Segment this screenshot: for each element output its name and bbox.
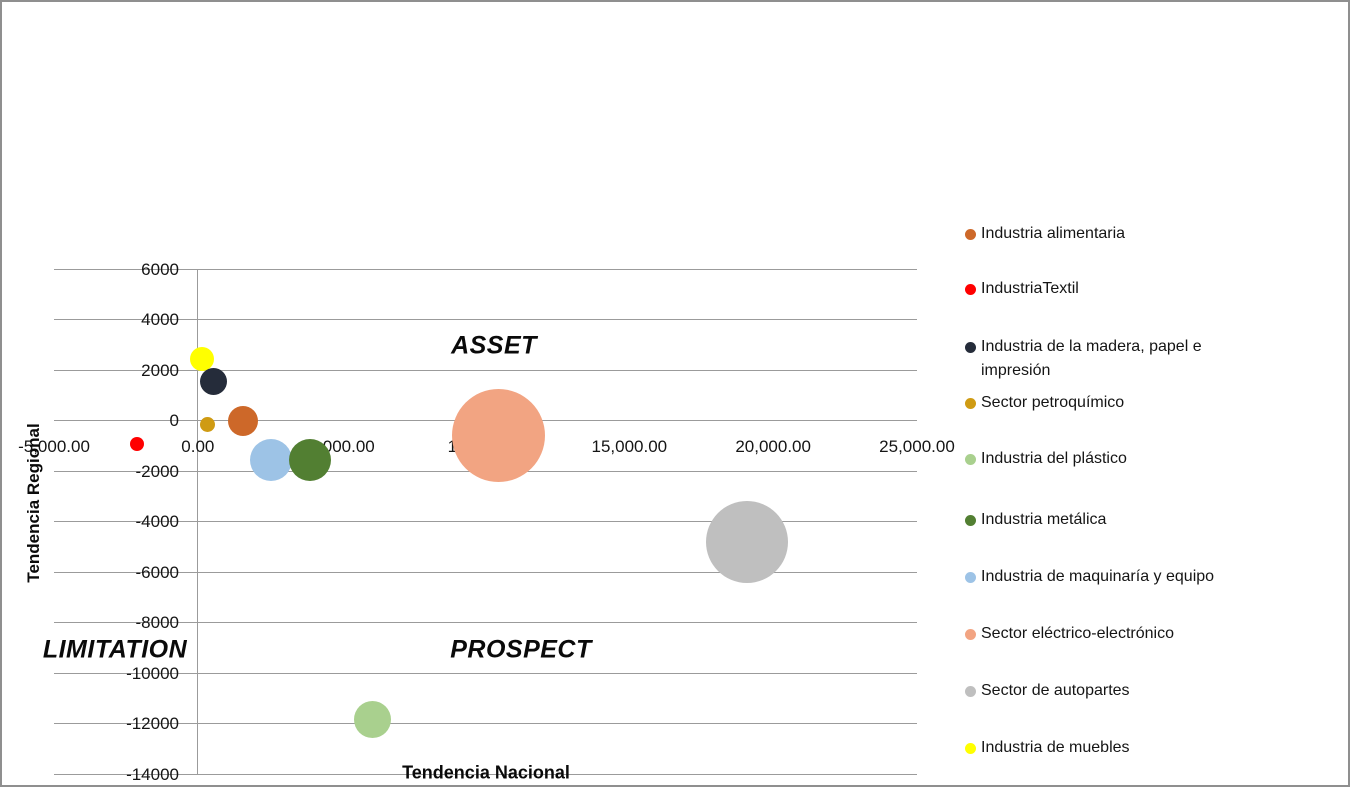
bubble-industriatextil bbox=[130, 436, 145, 451]
legend-dot-icon bbox=[965, 686, 976, 697]
x-axis-tick-label: -5,000.00 bbox=[18, 437, 90, 456]
y-axis-tick-label: -6000 bbox=[135, 562, 179, 582]
legend-dot-icon bbox=[965, 572, 976, 583]
legend-label: Sector eléctrico-electrónico bbox=[981, 625, 1174, 642]
gridline-y--4000 bbox=[54, 521, 917, 522]
legend-label: IndustriaTextil bbox=[981, 280, 1079, 297]
bubble-industria-metalica bbox=[289, 438, 332, 481]
quadrant-label-limitation: LIMITATION bbox=[42, 635, 188, 664]
quadrant-label-asset: ASSET bbox=[451, 331, 537, 360]
gridline-y-4000 bbox=[54, 319, 917, 320]
legend-label: Sector petroquímico bbox=[981, 394, 1125, 411]
x-axis-tick-label: 15,000.00 bbox=[591, 437, 668, 456]
legend-item-industria-metalica: Industria metálica bbox=[965, 508, 1280, 532]
gridline-y--8000 bbox=[54, 622, 917, 623]
bubble-industria-de-muebles bbox=[190, 346, 215, 371]
y-axis-tick-label: 4000 bbox=[141, 310, 179, 329]
legend-dot-icon bbox=[965, 629, 976, 640]
legend-item-sector-electrico-electronico: Sector eléctrico-electrónico bbox=[965, 622, 1280, 646]
legend-label: Industria de la madera, papel e impresió… bbox=[981, 338, 1202, 379]
legend-item-industria-del-plastico: Industria del plástico bbox=[965, 447, 1280, 471]
gridline-y--14000 bbox=[54, 773, 917, 775]
y-axis-tick-label: 2000 bbox=[141, 360, 179, 380]
gridline-y--6000 bbox=[54, 571, 917, 573]
gridline-y-6000 bbox=[54, 268, 917, 270]
y-axis-tick-label: -14000 bbox=[126, 764, 179, 784]
legend-label: Sector de autopartes bbox=[981, 682, 1130, 699]
y-axis-tick-label: 0 bbox=[169, 411, 179, 430]
legend-item-industriatextil: IndustriaTextil bbox=[965, 277, 1280, 301]
legend-dot-icon bbox=[965, 342, 976, 353]
legend-dot-icon bbox=[965, 229, 976, 240]
x-axis-title: Tendencia Nacional bbox=[402, 762, 570, 783]
legend-item-industria-de-la-madera-papel-e-impresion: Industria de la madera, papel e impresió… bbox=[965, 335, 1280, 383]
gridline-y-2000 bbox=[54, 369, 917, 371]
x-axis-tick-label: 25,000.00 bbox=[879, 437, 955, 456]
quadrant-label-prospect: PROSPECT bbox=[450, 635, 592, 664]
x-axis-tick-label: 20,000.00 bbox=[735, 437, 811, 456]
legend-item-sector-petroquimico: Sector petroquímico bbox=[965, 391, 1280, 415]
legend-label: Industria metálica bbox=[981, 511, 1107, 528]
legend-item-industria-de-maquinaria-y-equipo: Industria de maquinaría y equipo bbox=[965, 565, 1280, 589]
legend-dot-icon bbox=[965, 284, 976, 295]
bubble-industria-del-plastico bbox=[353, 701, 391, 739]
y-axis-tick-label: -2000 bbox=[135, 461, 179, 481]
y-axis-tick-label: 6000 bbox=[141, 259, 179, 279]
bubble-sector-petroquimico bbox=[199, 416, 215, 432]
legend-item-sector-de-autopartes: Sector de autopartes bbox=[965, 679, 1280, 703]
gridline-y--12000 bbox=[54, 723, 917, 724]
bubble-industria-alimentaria bbox=[228, 405, 259, 436]
legend-label: Industria del plástico bbox=[981, 450, 1127, 467]
bubble-sector-electrico-electronico bbox=[451, 389, 545, 483]
bubble-sector-de-autopartes bbox=[706, 500, 789, 583]
y-axis-line bbox=[197, 269, 199, 774]
legend-dot-icon bbox=[965, 398, 976, 409]
y-axis-tick-label: -10000 bbox=[126, 663, 179, 683]
bubble-industria-de-la-madera-papel-e-impresion bbox=[199, 367, 227, 395]
y-axis-tick-label: -12000 bbox=[126, 714, 179, 733]
legend-dot-icon bbox=[965, 743, 976, 754]
legend-dot-icon bbox=[965, 515, 976, 526]
bubble-industria-de-maquinaria-y-equipo bbox=[250, 438, 293, 481]
y-axis-tick-label: -4000 bbox=[135, 512, 179, 531]
y-axis-tick-label: -8000 bbox=[135, 613, 179, 632]
legend-item-industria-de-muebles: Industria de muebles bbox=[965, 736, 1280, 760]
legend-label: Industria de maquinaría y equipo bbox=[981, 568, 1215, 585]
legend-label: Industria alimentaria bbox=[981, 225, 1126, 242]
gridline-y--10000 bbox=[54, 672, 917, 674]
legend-item-industria-alimentaria: Industria alimentaria bbox=[965, 222, 1280, 246]
legend-label: Industria de muebles bbox=[981, 739, 1130, 756]
legend-dot-icon bbox=[965, 454, 976, 465]
x-axis-tick-label: 0.00 bbox=[181, 437, 215, 456]
